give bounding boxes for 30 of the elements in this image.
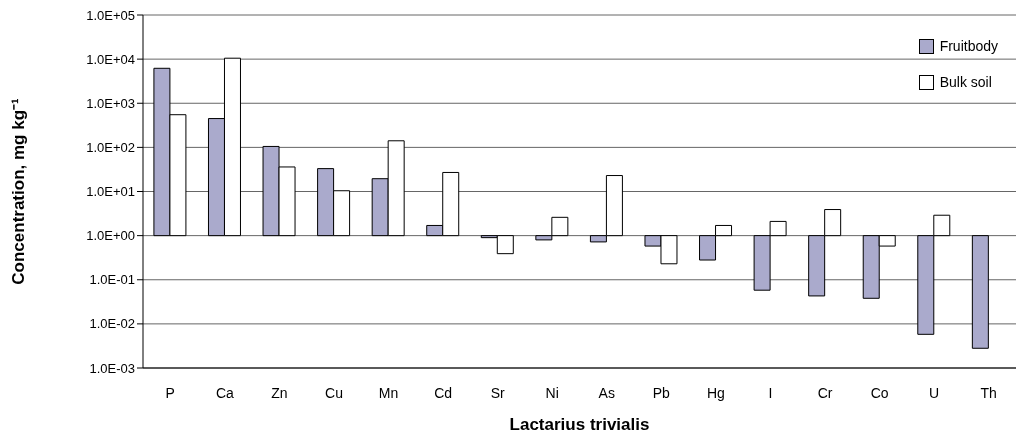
bar bbox=[971, 235, 989, 349]
x-tick-label: Ni bbox=[545, 384, 559, 401]
y-tick-label: 1.0E+00 bbox=[86, 228, 135, 244]
y-tick-label: 1.0E+01 bbox=[86, 184, 135, 200]
x-tick-label: Th bbox=[980, 384, 997, 401]
x-tick-label: U bbox=[929, 384, 940, 401]
x-tick-label: Zn bbox=[271, 384, 288, 401]
x-axis-title: Lactarius trivialis bbox=[509, 415, 650, 434]
y-tick-label: 1.0E-03 bbox=[89, 360, 135, 376]
x-tick-label: Hg bbox=[706, 384, 725, 401]
y-tick-label: 1.0E-02 bbox=[89, 316, 135, 332]
x-tick-label: Mn bbox=[378, 384, 399, 401]
x-tick-label: Cd bbox=[434, 384, 453, 401]
x-tick-label: Co bbox=[870, 384, 889, 401]
x-tick-label: Sr bbox=[490, 384, 505, 401]
x-tick-label: Cr bbox=[817, 384, 833, 401]
x-tick-label: As bbox=[598, 384, 615, 401]
y-tick-label: 1.0E+03 bbox=[86, 95, 135, 111]
y-tick-label: 1.0E-01 bbox=[89, 272, 135, 288]
y-tick-label: 1.0E+04 bbox=[86, 51, 135, 67]
y-axis-title: Concentration, mg kg⁻¹ bbox=[9, 97, 29, 285]
y-tick-label: 1.0E+05 bbox=[86, 7, 135, 23]
legend-label: Bulk soil bbox=[939, 74, 992, 90]
x-tick-label: I bbox=[768, 384, 773, 401]
x-tick-label: Pb bbox=[652, 384, 671, 401]
x-tick-label: Ca bbox=[215, 384, 234, 401]
y-tick-label: 1.0E+02 bbox=[86, 139, 135, 155]
legend-label: Fruitbody bbox=[939, 38, 998, 54]
x-tick-label: Cu bbox=[325, 384, 343, 401]
x-tick-label: P bbox=[165, 384, 175, 401]
